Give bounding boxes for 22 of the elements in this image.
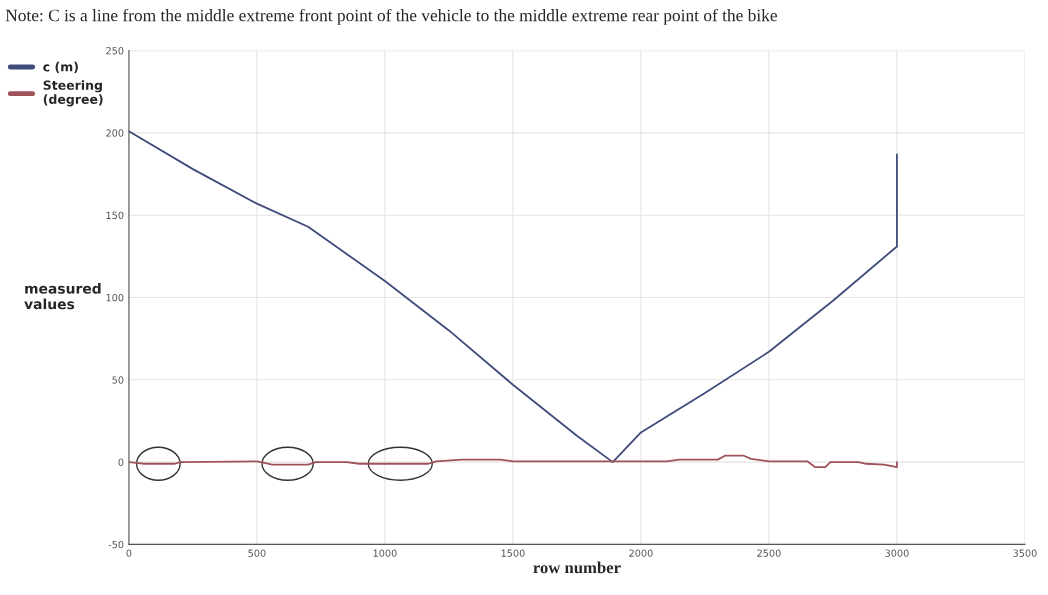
y-tick-label: 50 [112,376,124,384]
line-series [128,130,898,464]
x-tick-label: 3000 [885,549,909,557]
line-series [128,454,898,468]
y-tick-label: 100 [106,293,124,302]
x-tick-label: 2000 [629,549,653,557]
x-tick-label: 1000 [373,549,397,557]
y-tick-label: 200 [106,129,124,137]
y-tick-label: 0 [118,458,124,466]
x-axis-title: row number [533,561,621,574]
x-tick-label: 3500 [1013,549,1037,557]
legend-label: Steering (degree) [43,80,103,107]
y-tick-label: 150 [106,211,124,220]
x-tick-label: 2500 [757,549,781,557]
legend-label: c (m) [43,61,78,73]
chart-title: Note: C is a line from the middle extreme front point of the vehicle to the middle extreme rear point of the bike [5,8,777,25]
x-tick-label: 0 [126,549,132,557]
x-tick-label: 1500 [501,549,525,557]
y-axis-title: measured values [24,283,101,310]
y-tick-label: 250 [106,47,124,55]
x-tick-label: 500 [248,549,266,557]
y-tick-label: -50 [108,540,124,549]
